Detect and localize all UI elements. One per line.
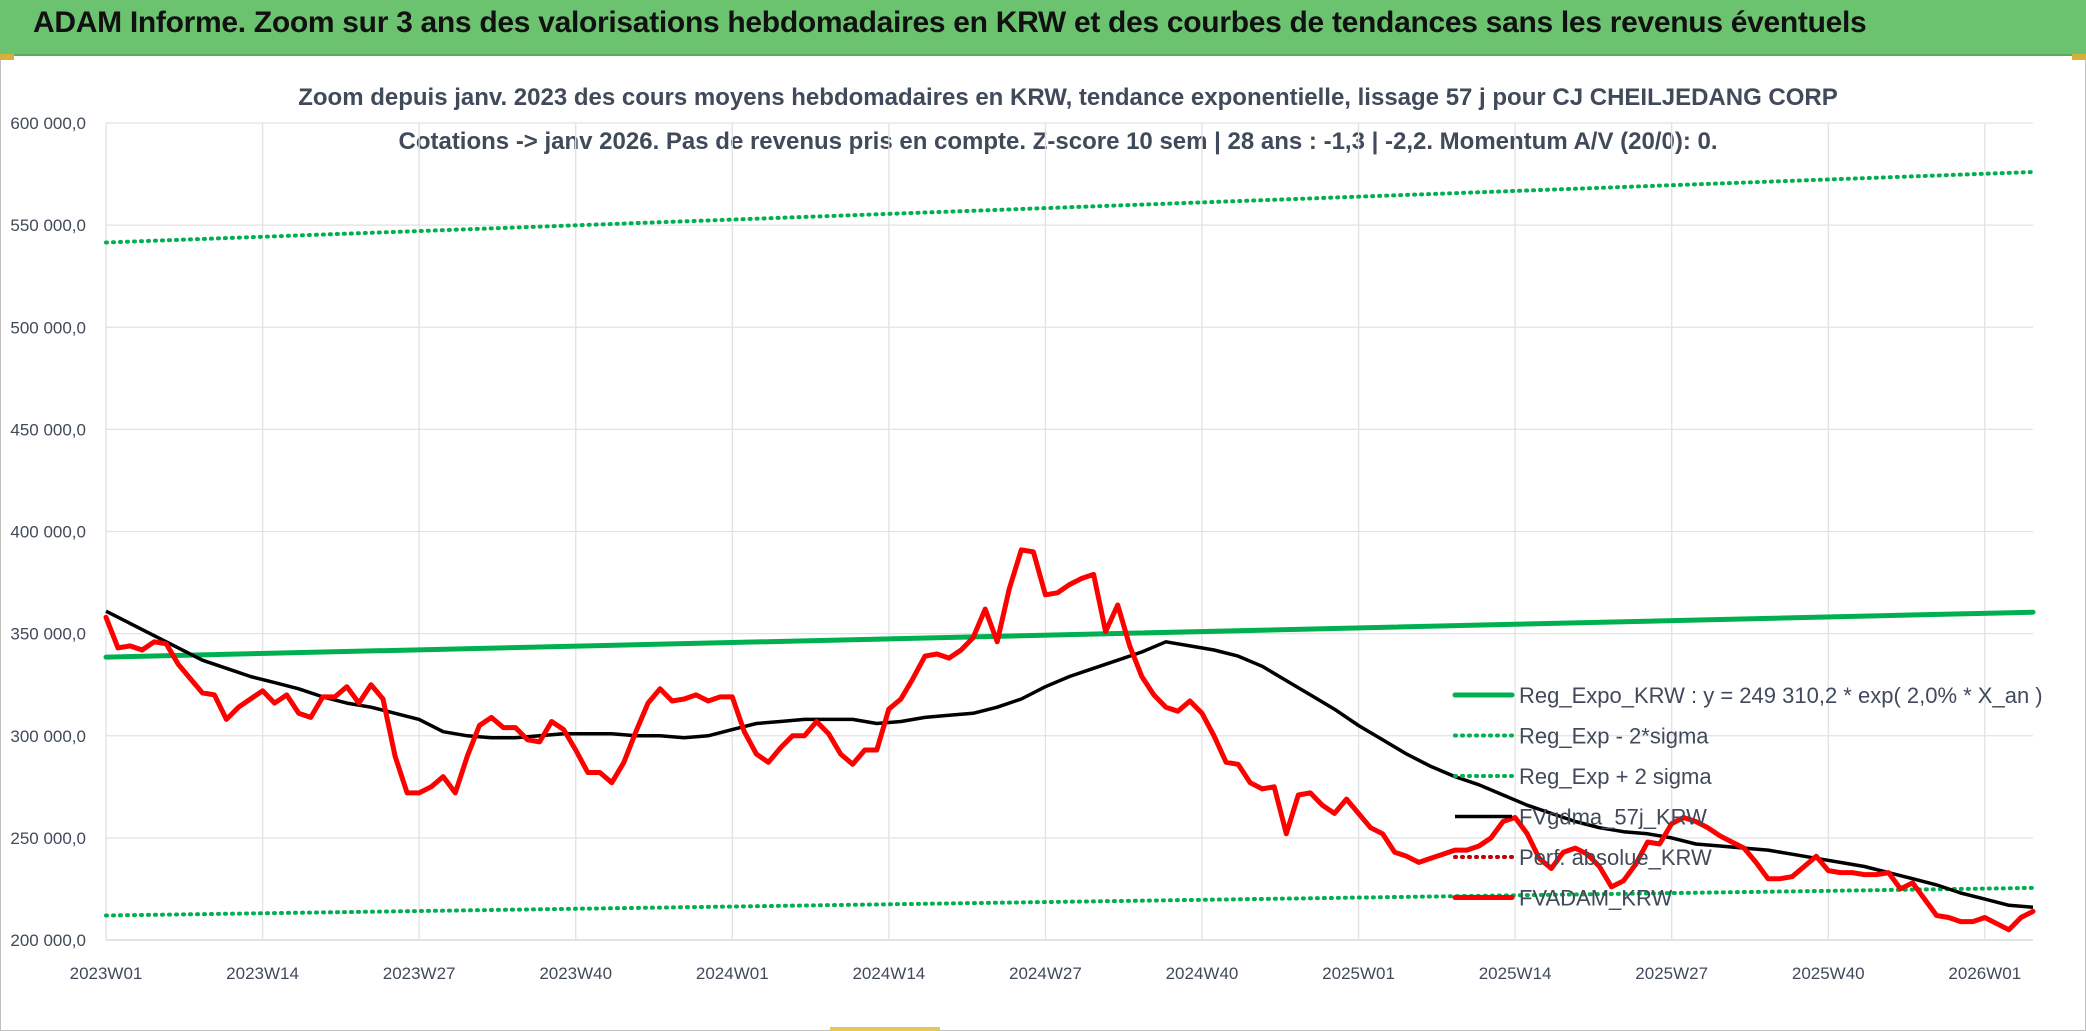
trend-lower-band-line xyxy=(104,885,2035,918)
trend-regression-line xyxy=(103,609,2036,660)
x-tick-label: 2024W27 xyxy=(1009,964,1082,983)
y-tick-label: 600 000,0 xyxy=(10,114,86,133)
x-tick-label: 2023W40 xyxy=(539,964,612,983)
x-tick-label: 2024W40 xyxy=(1166,964,1239,983)
y-tick-label: 500 000,0 xyxy=(10,318,86,337)
x-tick-label: 2025W27 xyxy=(1635,964,1708,983)
x-tick-label: 2025W40 xyxy=(1792,964,1865,983)
x-tick-label: 2025W01 xyxy=(1322,964,1395,983)
legend-label: Perf. absolue_KRW xyxy=(1519,845,1712,870)
x-tick-label: 2023W14 xyxy=(226,964,299,983)
legend-label: FVADAM_KRW xyxy=(1519,886,1672,911)
y-tick-label: 550 000,0 xyxy=(10,216,86,235)
legend-label: FVgdma_57j_KRW xyxy=(1519,805,1707,830)
y-tick-label: 400 000,0 xyxy=(10,523,86,542)
legend-label: Reg_Expo_KRW : y = 249 310,2 * exp( 2,0%… xyxy=(1519,683,2043,708)
y-tick-label: 450 000,0 xyxy=(10,420,86,439)
x-tick-label: 2024W14 xyxy=(852,964,925,983)
corner-marker-right xyxy=(2072,54,2086,60)
x-tick-label: 2023W01 xyxy=(70,964,143,983)
smoothed-57d-line xyxy=(105,609,2034,910)
chart-subtitle: Cotations -> janv 2026. Pas de revenus p… xyxy=(398,128,1718,155)
legend-label: Reg_Exp + 2 sigma xyxy=(1519,764,1712,789)
report-banner: ADAM Informe. Zoom sur 3 ans des valoris… xyxy=(0,0,2086,56)
y-tick-label: 350 000,0 xyxy=(10,625,86,644)
y-tick-label: 200 000,0 xyxy=(10,931,86,950)
y-tick-label: 300 000,0 xyxy=(10,727,86,746)
weekly-valuation-line xyxy=(103,547,2036,933)
bottom-marker xyxy=(830,1027,940,1031)
chart-title: Zoom depuis janv. 2023 des cours moyens … xyxy=(298,84,1838,111)
corner-marker-left xyxy=(0,54,14,60)
legend-label: Reg_Exp - 2*sigma xyxy=(1519,724,1709,749)
x-tick-label: 2025W14 xyxy=(1479,964,1552,983)
trend-upper-band-line xyxy=(104,170,2035,245)
report-banner-title: ADAM Informe. Zoom sur 3 ans des valoris… xyxy=(33,6,1867,39)
x-tick-label: 2023W27 xyxy=(383,964,456,983)
y-tick-label: 250 000,0 xyxy=(10,829,86,848)
x-tick-label: 2024W01 xyxy=(696,964,769,983)
x-tick-label: 2026W01 xyxy=(1948,964,2021,983)
